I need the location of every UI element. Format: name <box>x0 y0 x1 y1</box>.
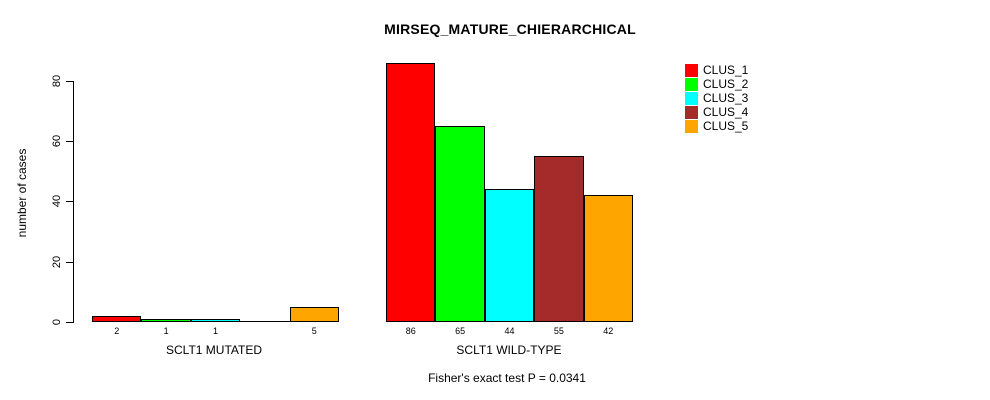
y-axis-tick-label: 80 <box>51 74 63 87</box>
bar-clus_4-group2 <box>534 156 584 322</box>
legend-swatch-clus_5 <box>685 120 698 133</box>
bar-clus_3-group1 <box>190 318 241 322</box>
footer-annotation: Fisher's exact test P = 0.0341 <box>428 371 586 385</box>
y-axis-tick <box>66 80 73 82</box>
y-axis-tick-label: 60 <box>51 134 63 148</box>
bar-clus_2-group2 <box>435 125 485 322</box>
bar-clus_4-group1 <box>240 321 290 322</box>
y-axis-tick-label: 0 <box>51 318 63 326</box>
bar-value-label: 65 <box>455 326 466 336</box>
legend-label: CLUS_3 <box>703 91 749 105</box>
group-label-wildtype: SCLT1 WILD-TYPE <box>456 343 562 357</box>
bar-clus_5-group1 <box>289 306 339 322</box>
bar-clus_3-group2 <box>484 189 535 322</box>
y-axis-tick <box>66 322 73 323</box>
y-axis-tick-label: 20 <box>51 255 63 268</box>
bar-value-label: 42 <box>603 326 614 336</box>
y-axis-tick <box>66 201 73 203</box>
bar-value-label: 1 <box>212 326 218 336</box>
bar-clus_2-group1 <box>141 318 191 322</box>
legend-swatch-clus_3 <box>685 92 698 105</box>
bar-value-label: 2 <box>114 326 120 336</box>
bar-clus_1-group2 <box>386 62 436 322</box>
y-axis-tick <box>66 261 73 263</box>
bar-value-label: 5 <box>311 326 317 336</box>
bar-value-label: 55 <box>553 326 564 336</box>
legend-swatch-clus_4 <box>685 106 698 119</box>
legend-swatch-clus_2 <box>685 78 698 91</box>
y-axis-title: number of cases <box>15 148 29 238</box>
legend-label: CLUS_2 <box>703 77 749 91</box>
bar-value-label: 86 <box>405 326 416 336</box>
bar-value-label: 1 <box>163 326 169 336</box>
bar-clus_1-group1 <box>92 315 142 322</box>
bar-value-label: 44 <box>504 326 515 336</box>
y-axis-line <box>73 80 74 323</box>
bar-clus_5-group2 <box>583 195 633 322</box>
legend-label: CLUS_5 <box>703 119 749 133</box>
y-axis-tick <box>66 141 73 143</box>
group-label-mutated: SCLT1 MUTATED <box>165 343 262 357</box>
legend-swatch-clus_1 <box>685 64 698 77</box>
legend-label: CLUS_4 <box>703 105 749 119</box>
legend-label: CLUS_1 <box>703 63 749 77</box>
y-axis-tick-label: 40 <box>51 195 63 208</box>
chart-title: MIRSEQ_MATURE_CHIERARCHICAL <box>384 21 636 37</box>
